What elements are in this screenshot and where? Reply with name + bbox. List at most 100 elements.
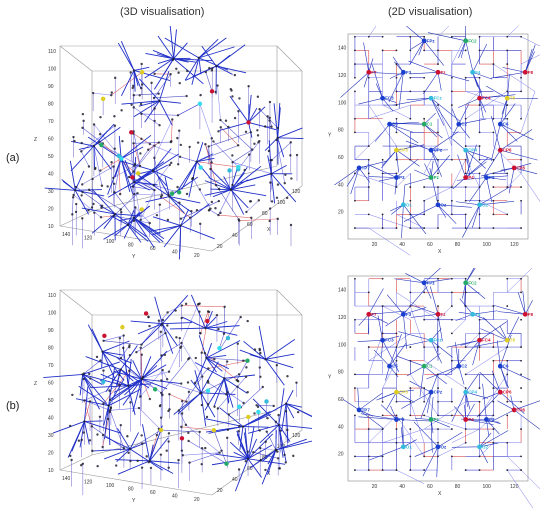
electrode-spoke	[394, 177, 397, 195]
node-point	[148, 397, 152, 401]
y-tick-label: 40	[172, 494, 178, 500]
node-point	[395, 158, 398, 161]
node-point	[158, 99, 161, 103]
node-point	[284, 410, 288, 413]
box-edge	[59, 225, 213, 252]
node-point	[207, 145, 210, 148]
electrode-spoke	[465, 144, 477, 178]
electrode-node	[477, 444, 482, 450]
electrode-point	[245, 358, 250, 363]
node-point	[275, 196, 279, 199]
electrode-spoke	[414, 169, 432, 178]
node-point	[289, 141, 292, 144]
node-point	[100, 204, 104, 207]
node-point	[464, 387, 467, 389]
node-point	[266, 115, 269, 118]
node-point	[354, 387, 356, 389]
node-point	[140, 466, 144, 469]
hub-edge	[164, 37, 200, 59]
electrode-spoke	[455, 201, 480, 206]
electrode-node	[421, 280, 427, 286]
node-point	[450, 186, 453, 188]
x-axis-label: X	[438, 249, 442, 255]
electrode-node	[504, 337, 510, 343]
node-point	[140, 137, 143, 141]
node-point	[161, 393, 164, 397]
node-point	[395, 49, 398, 52]
electrode-node	[356, 407, 362, 413]
hub-edge	[247, 458, 262, 478]
electrode-spoke	[397, 123, 425, 125]
hub-edge	[173, 42, 188, 59]
node-point	[75, 202, 78, 206]
network-edge	[161, 380, 202, 394]
electrode-spoke	[378, 177, 397, 182]
y-tick-label: 40	[338, 182, 344, 188]
node-point	[437, 227, 439, 229]
node-point	[231, 161, 234, 164]
node-point	[113, 191, 116, 194]
electrode-node	[463, 389, 469, 395]
electrode-label: FCz	[434, 96, 443, 101]
node-point	[119, 356, 123, 360]
node-point	[409, 414, 412, 417]
hub-edge	[177, 392, 202, 415]
node-point	[79, 464, 83, 467]
x-tick-label: 40	[232, 233, 238, 239]
y-tick-label: 80	[128, 243, 134, 249]
node-point	[520, 291, 522, 294]
z-tick-label: 40	[48, 416, 54, 422]
diagonal-edge	[410, 401, 425, 443]
hub-edge	[242, 426, 269, 428]
node-point	[210, 161, 213, 164]
node-point	[409, 186, 412, 188]
hub-edge	[196, 153, 214, 163]
hub-edge	[231, 189, 267, 197]
node-point	[140, 62, 143, 66]
node-point	[520, 199, 522, 202]
hub-edge	[81, 207, 116, 215]
node-point	[277, 423, 281, 427]
electrode-spoke	[465, 282, 486, 299]
electrode-spoke	[334, 167, 360, 186]
node-point	[409, 428, 412, 430]
hub-edge	[138, 78, 160, 102]
node-point	[520, 469, 522, 471]
node-point	[180, 382, 183, 385]
electrode-spoke	[486, 177, 507, 181]
node-point	[91, 91, 95, 95]
node-point	[128, 447, 132, 451]
node-point	[246, 390, 249, 394]
hub-edge	[103, 224, 129, 240]
node-point	[241, 425, 245, 428]
node-point	[132, 216, 136, 219]
node-point	[205, 415, 209, 419]
node-point	[506, 359, 509, 362]
node-point	[169, 72, 172, 76]
hub-edge	[93, 126, 121, 147]
node-point	[464, 186, 467, 188]
hub-edge	[229, 441, 249, 460]
electrode-node	[477, 337, 482, 343]
y-tick-label: 120	[338, 315, 347, 321]
network-edge	[239, 218, 278, 221]
network-edge	[93, 92, 112, 96]
node-point	[395, 359, 398, 362]
electrode-node	[511, 407, 517, 413]
node-point	[92, 123, 96, 126]
z-tick-label: 80	[48, 346, 54, 352]
node-point	[118, 192, 122, 196]
electrode-spoke	[389, 204, 404, 212]
electrode-spoke	[504, 98, 508, 121]
node-point	[71, 213, 74, 216]
electrode-label: T8	[510, 96, 516, 101]
node-point	[395, 117, 398, 120]
node-point	[127, 451, 130, 454]
node-point	[187, 439, 190, 443]
hub-edge	[149, 444, 154, 461]
electrode-node	[497, 363, 503, 369]
hub-edge	[108, 389, 141, 407]
electrode-spoke	[480, 167, 515, 177]
electrode-spoke	[385, 366, 390, 381]
diagonal-edge	[451, 319, 466, 334]
